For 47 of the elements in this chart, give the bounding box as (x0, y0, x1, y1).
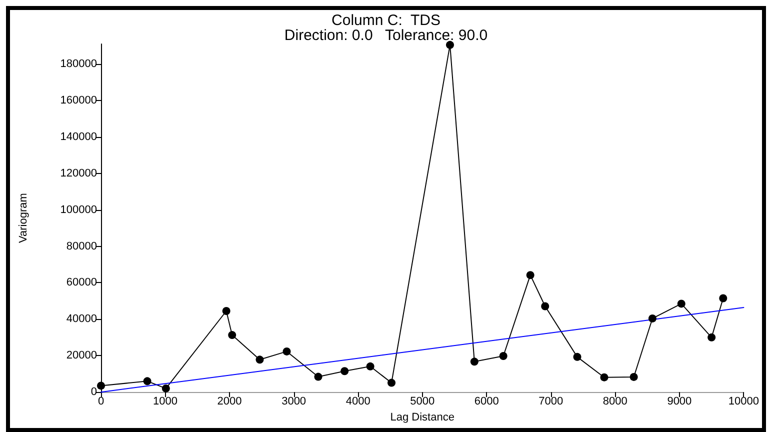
x-tick-label: 4000 (346, 396, 370, 408)
y-tick-label: 180000 (60, 58, 97, 70)
point (366, 362, 374, 370)
y-tick-label: 100000 (60, 204, 97, 216)
point (648, 314, 656, 322)
point (470, 358, 478, 366)
point (314, 372, 322, 381)
y-tick-label: 80000 (66, 240, 97, 252)
x-tick-label: 1000 (153, 396, 178, 408)
x-tick-label: 10000 (728, 396, 760, 408)
point (388, 378, 396, 387)
point (499, 352, 508, 360)
y-tick-label: 40000 (66, 313, 97, 326)
point (573, 352, 582, 361)
point (143, 377, 152, 386)
point (526, 271, 534, 280)
x-axis-title: Lag Distance (390, 412, 454, 424)
chart-title: Column C: TDS (332, 12, 440, 29)
x-tick-label: 5000 (410, 396, 435, 408)
point (719, 294, 728, 302)
point (630, 372, 638, 381)
y-tick-label: 20000 (66, 350, 97, 362)
point (222, 307, 230, 315)
y-tick-label: 60000 (66, 276, 97, 289)
point (256, 356, 264, 364)
y-tick-label: 140000 (60, 130, 97, 143)
chart-subtitle: Direction: 0.0 Tolerance: 90.0 (284, 27, 488, 44)
x-tick-label: 6000 (474, 396, 499, 408)
x-tick-label: 7000 (538, 396, 564, 408)
x-tick-label: 8000 (602, 396, 628, 408)
x-tick-label: 9000 (667, 396, 692, 408)
point (282, 347, 291, 356)
point (708, 333, 716, 342)
point (541, 302, 550, 310)
point (228, 331, 236, 340)
point (97, 382, 105, 390)
point (677, 300, 686, 308)
y-tick-label: 120000 (60, 167, 97, 180)
y-tick-label: 160000 (60, 94, 97, 106)
point (446, 40, 454, 49)
y-tick-label: 0 (90, 386, 97, 398)
x-tick-label: 2000 (217, 396, 242, 408)
y-axis-title: Variogram (18, 193, 30, 244)
point (340, 367, 349, 376)
x-tick-label: 3000 (282, 396, 306, 408)
point (600, 373, 608, 382)
point (162, 384, 170, 392)
